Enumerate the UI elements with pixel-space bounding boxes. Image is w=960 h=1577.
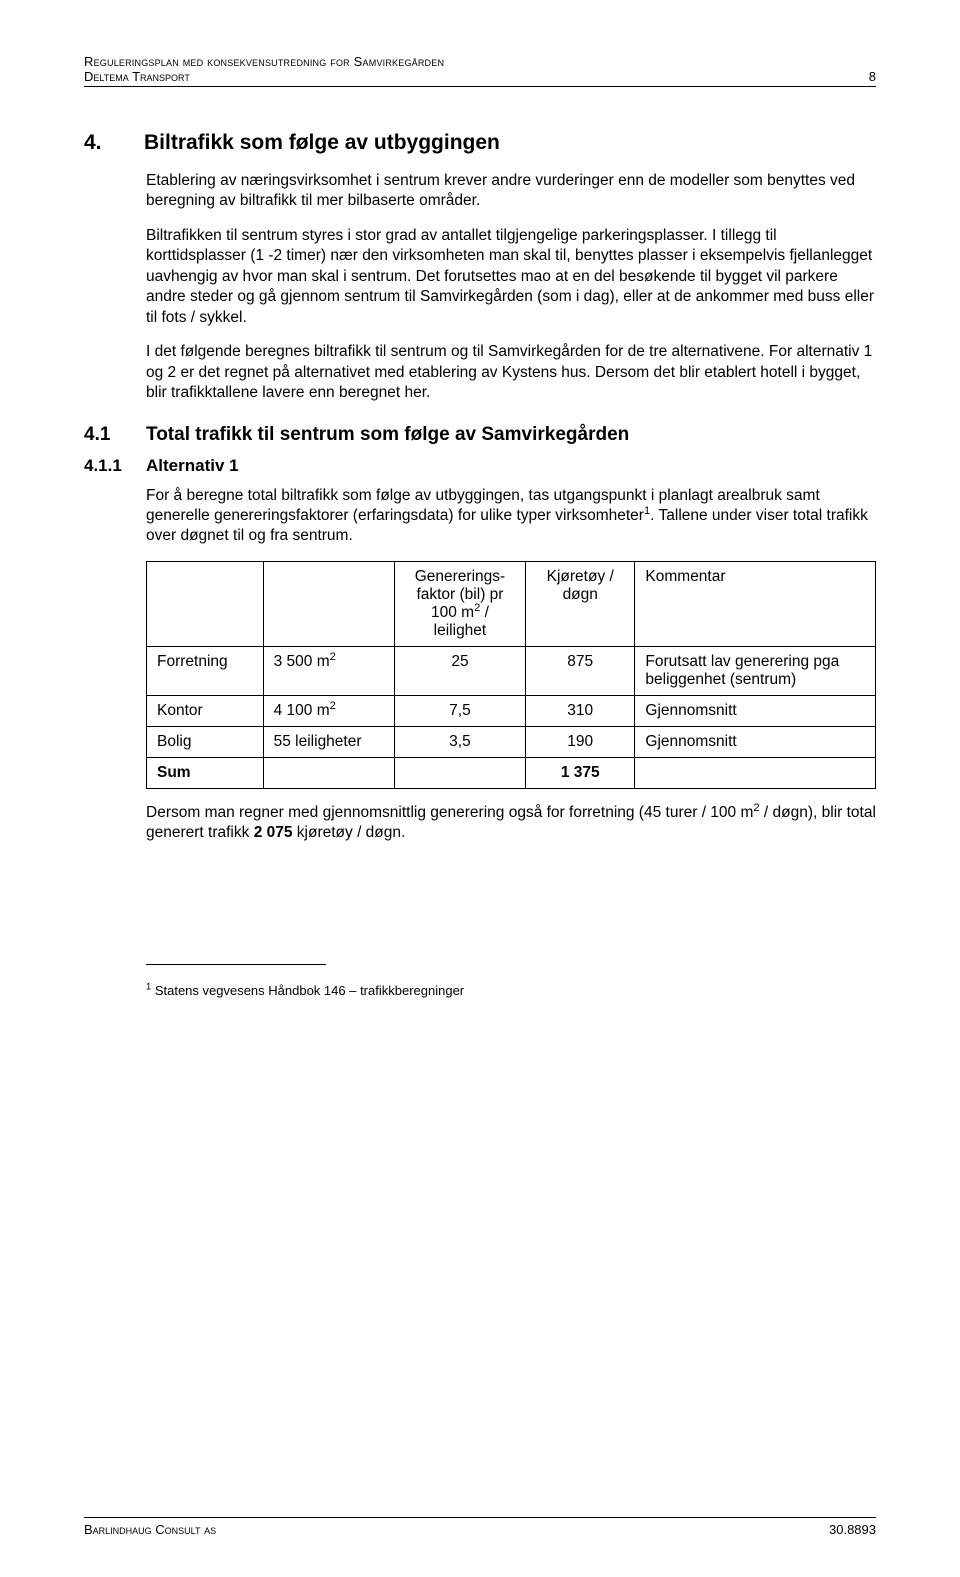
table-cell xyxy=(394,757,525,788)
paragraph: Biltrafikken til sentrum styres i stor g… xyxy=(146,226,876,328)
table-cell-text: 55 leiligheter xyxy=(274,733,362,750)
table-cell: 7,5 xyxy=(394,695,525,726)
table-cell xyxy=(263,757,394,788)
paragraph-text: kjøretøy / døgn. xyxy=(292,824,405,841)
heading-4-1-1: 4.1.1 Alternativ 1 xyxy=(84,456,876,476)
table-cell: Bolig xyxy=(147,726,264,757)
traffic-table: Genererings-faktor (bil) pr 100 m2 / lei… xyxy=(146,561,876,789)
table-cell: 310 xyxy=(526,695,635,726)
heading-4-title: Biltrafikk som følge av utbyggingen xyxy=(144,131,500,155)
footer-left: Barlindhaug Consult as xyxy=(84,1522,216,1537)
table-cell: Gjennomsnitt xyxy=(635,726,876,757)
table-cell: 1 375 xyxy=(526,757,635,788)
footnote-separator xyxy=(146,964,326,965)
paragraph: I det følgende beregnes biltrafikk til s… xyxy=(146,342,876,403)
paragraph-text: Dersom man regner med gjennomsnittlig ge… xyxy=(146,804,753,821)
page-number: 8 xyxy=(869,69,876,84)
table-cell: 55 leiligheter xyxy=(263,726,394,757)
heading-4-1-1-title: Alternativ 1 xyxy=(146,456,239,476)
table-header: Genererings-faktor (bil) pr 100 m2 / lei… xyxy=(394,561,525,646)
paragraph: Dersom man regner med gjennomsnittlig ge… xyxy=(146,803,876,844)
footnote: 1 Statens vegvesens Håndbok 146 – trafik… xyxy=(146,983,876,998)
table-cell: 190 xyxy=(526,726,635,757)
table-header xyxy=(263,561,394,646)
table-cell: 3,5 xyxy=(394,726,525,757)
table-header: Kjøretøy / døgn xyxy=(526,561,635,646)
table-cell: Forutsatt lav generering pga beliggenhet… xyxy=(635,646,876,695)
page-footer: Barlindhaug Consult as 30.8893 xyxy=(84,1517,876,1537)
heading-4-1-title: Total trafikk til sentrum som følge av S… xyxy=(146,424,629,446)
heading-4-number: 4. xyxy=(84,131,116,155)
footer-right: 30.8893 xyxy=(829,1522,876,1537)
table-cell: 3 500 m2 xyxy=(263,646,394,695)
footnote-text: Statens vegvesens Håndbok 146 – trafikkb… xyxy=(151,983,464,998)
heading-4-1-number: 4.1 xyxy=(84,424,126,446)
table-header-row: Genererings-faktor (bil) pr 100 m2 / lei… xyxy=(147,561,876,646)
table-cell: 4 100 m2 xyxy=(263,695,394,726)
table-row: Bolig 55 leiligheter 3,5 190 Gjennomsnit… xyxy=(147,726,876,757)
paragraph: For å beregne total biltrafikk som følge… xyxy=(146,486,876,547)
header-subtitle: Deltema Transport xyxy=(84,69,190,84)
table-header xyxy=(147,561,264,646)
heading-4-1-1-number: 4.1.1 xyxy=(84,456,132,476)
heading-4: 4. Biltrafikk som følge av utbyggingen xyxy=(84,131,876,155)
table-header: Kommentar xyxy=(635,561,876,646)
table-row: Forretning 3 500 m2 25 875 Forutsatt lav… xyxy=(147,646,876,695)
table-cell: 25 xyxy=(394,646,525,695)
table-cell xyxy=(635,757,876,788)
table-sum-row: Sum 1 375 xyxy=(147,757,876,788)
table-header-text: Genererings-faktor (bil) pr 100 m xyxy=(415,568,505,621)
table-cell: Kontor xyxy=(147,695,264,726)
table-cell-sup: 2 xyxy=(330,700,336,712)
table-row: Kontor 4 100 m2 7,5 310 Gjennomsnitt xyxy=(147,695,876,726)
table-cell-text: 3 500 m xyxy=(274,653,330,670)
table-cell-text: 4 100 m xyxy=(274,702,330,719)
paragraph: Etablering av næringsvirksomhet i sentru… xyxy=(146,171,876,212)
table-cell: Sum xyxy=(147,757,264,788)
table-cell: Gjennomsnitt xyxy=(635,695,876,726)
table-cell: 875 xyxy=(526,646,635,695)
table-cell: Forretning xyxy=(147,646,264,695)
heading-4-1: 4.1 Total trafikk til sentrum som følge … xyxy=(84,424,876,446)
paragraph-bold: 2 075 xyxy=(254,824,293,841)
table-cell-sup: 2 xyxy=(330,651,336,663)
header-title-line1: Reguleringsplan med konsekvensutredning … xyxy=(84,54,876,69)
